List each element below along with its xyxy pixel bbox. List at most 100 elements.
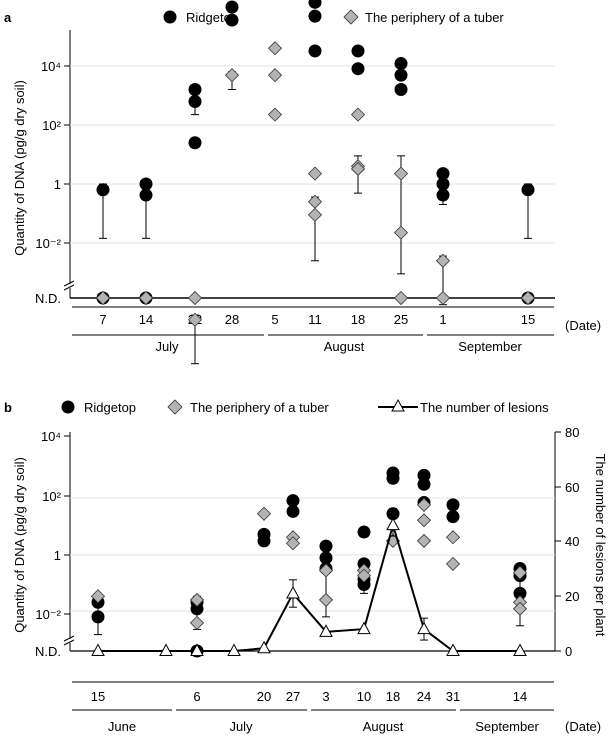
ridgetop-point: [96, 183, 110, 197]
ridgetop-point: [386, 471, 400, 485]
legend-ridgetop-label: Ridgetop: [186, 10, 238, 25]
ridgetop-point: [357, 578, 371, 591]
panel-b-y2-tick-label: 80: [565, 425, 579, 440]
panel-a-y-tick-label: 10⁴: [41, 59, 61, 74]
ridgetop-point: [446, 498, 460, 512]
x-tick-label: 18: [351, 312, 365, 327]
ridgetop-point: [308, 0, 322, 9]
panel-b-month-label: August: [363, 719, 404, 734]
panel-b-marks: [90, 466, 528, 658]
lesion-point: [513, 643, 527, 656]
x-tick-label: 14: [139, 312, 153, 327]
x-tick-label: 25: [394, 312, 408, 327]
lesion-point: [286, 585, 300, 599]
lesion-point: [357, 621, 371, 635]
panel-b-y2-tick-label: 60: [565, 480, 579, 495]
periphery-point: [285, 536, 301, 551]
periphery-point: [95, 290, 111, 306]
periphery-point: [267, 68, 283, 83]
periphery-point: [187, 290, 203, 306]
periphery-point: [512, 601, 528, 616]
ridgetop-point: [139, 177, 153, 191]
panel-b-y-tick-label: 10⁻²: [35, 607, 61, 622]
ridgetop-point: [417, 468, 431, 482]
ridgetop-point: [225, 0, 239, 14]
legend-periphery-marker: [343, 9, 359, 25]
x-tick-label: 31: [446, 689, 460, 704]
panel-a-y-axis-title: Quantity of DNA (pg/g dry soil): [12, 80, 27, 256]
ridgetop-point: [351, 62, 365, 76]
panel-a-month-label: September: [458, 339, 522, 354]
ridgetop-point: [188, 82, 202, 96]
periphery-point: [224, 68, 240, 83]
periphery-point: [307, 166, 323, 181]
legend-lesions-marker: [391, 398, 405, 412]
periphery-point: [350, 161, 366, 177]
panel-a-x-tick-labels: 71422285111825115: [99, 312, 535, 327]
x-tick-label: 20: [257, 689, 271, 704]
legend-ridgetop-marker: [61, 400, 75, 414]
panel-a-axis-break-2: [63, 284, 75, 291]
ridgetop-point: [225, 13, 239, 27]
panel-a-axis-break-1: [63, 280, 75, 287]
panel-b-month-label: June: [108, 719, 136, 734]
periphery-point: [267, 107, 283, 122]
legend-periphery-label: The periphery of a tuber: [365, 10, 504, 25]
ridgetop-point: [436, 188, 450, 202]
ridgetop-point: [446, 510, 460, 524]
periphery-point: [318, 563, 334, 578]
periphery-point: [256, 506, 272, 521]
lesion-point: [91, 643, 105, 656]
legend-periphery-marker: [167, 399, 183, 415]
x-tick-label: 3: [322, 689, 329, 704]
panel-b-x-axis-title: (Date): [565, 719, 601, 734]
panel-b-y2-tick-label: 20: [565, 589, 579, 604]
panel-b-y-tick-label: 10²: [42, 489, 61, 504]
panel-b-label: b: [4, 400, 12, 415]
panel-b-axis-break-2: [63, 639, 75, 646]
periphery-point: [445, 530, 461, 545]
ridgetop-point: [257, 534, 271, 548]
lesion-point: [386, 517, 400, 531]
ridgetop-point: [436, 177, 450, 191]
ridgetop-point: [521, 183, 535, 197]
panel-a-y-tick-label: 1: [54, 177, 61, 192]
periphery-point: [318, 592, 334, 607]
ridgetop-point: [394, 57, 408, 71]
periphery-point: [393, 225, 409, 240]
periphery-point: [307, 194, 323, 209]
x-tick-label: 1: [439, 312, 446, 327]
lesion-point: [257, 640, 271, 654]
panel-b-x-tick-labels: 15 6 20 27 3 10 18 24 31 14: [91, 689, 527, 704]
panel-a-y-tick-label: 10²: [42, 118, 61, 133]
x-tick-label: 10: [357, 689, 371, 704]
panel-a-label: a: [4, 10, 12, 25]
x-tick-label: 5: [271, 312, 278, 327]
x-tick-label: 18: [386, 689, 400, 704]
panel-b-axis-break-1: [63, 635, 75, 642]
periphery-point: [416, 513, 432, 528]
x-tick-label: 11: [308, 312, 322, 327]
ridgetop-point: [417, 477, 431, 491]
x-tick-label: 24: [417, 689, 431, 704]
periphery-point: [307, 207, 323, 222]
x-tick-label: 6: [193, 689, 200, 704]
panel-b-month-label: July: [229, 719, 253, 734]
lesion-point: [446, 643, 460, 656]
ridgetop-point: [319, 539, 333, 553]
periphery-point: [416, 497, 432, 512]
lesion-point: [319, 624, 333, 637]
lesion-point: [227, 643, 241, 656]
ridgetop-point: [319, 551, 333, 565]
periphery-point: [393, 166, 409, 181]
panel-a-y-tick-label: 10⁻²: [35, 236, 61, 251]
ridgetop-point: [308, 9, 322, 23]
x-tick-label: 27: [286, 689, 300, 704]
ridgetop-point: [308, 44, 322, 58]
periphery-point: [187, 312, 203, 327]
panel-a-nd-label: N.D.: [35, 291, 61, 306]
ridgetop-point: [513, 586, 527, 600]
panel-b-y2-tick-label: 0: [565, 644, 572, 659]
periphery-point: [416, 533, 432, 548]
